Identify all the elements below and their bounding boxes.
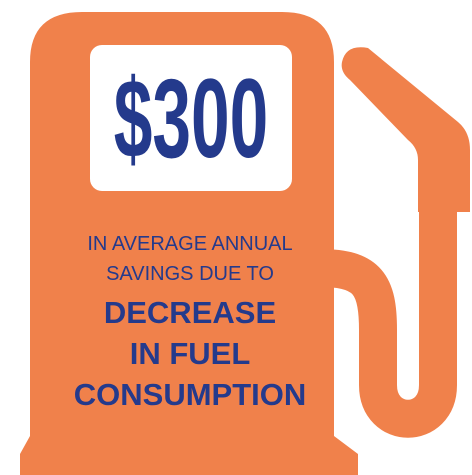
subtitle-line: SAVINGS DUE TO — [106, 263, 274, 285]
hose — [301, 161, 457, 438]
emphasis-line: IN FUEL — [130, 336, 251, 371]
subtitle-line: IN AVERAGE ANNUAL — [87, 233, 292, 255]
nozzle — [341, 47, 470, 212]
display-screen — [90, 45, 292, 191]
emphasis-line: CONSUMPTION — [74, 377, 307, 412]
emphasis-line: DECREASE — [104, 295, 276, 330]
headline: $300 — [114, 56, 268, 181]
pump-graphic — [20, 12, 470, 475]
